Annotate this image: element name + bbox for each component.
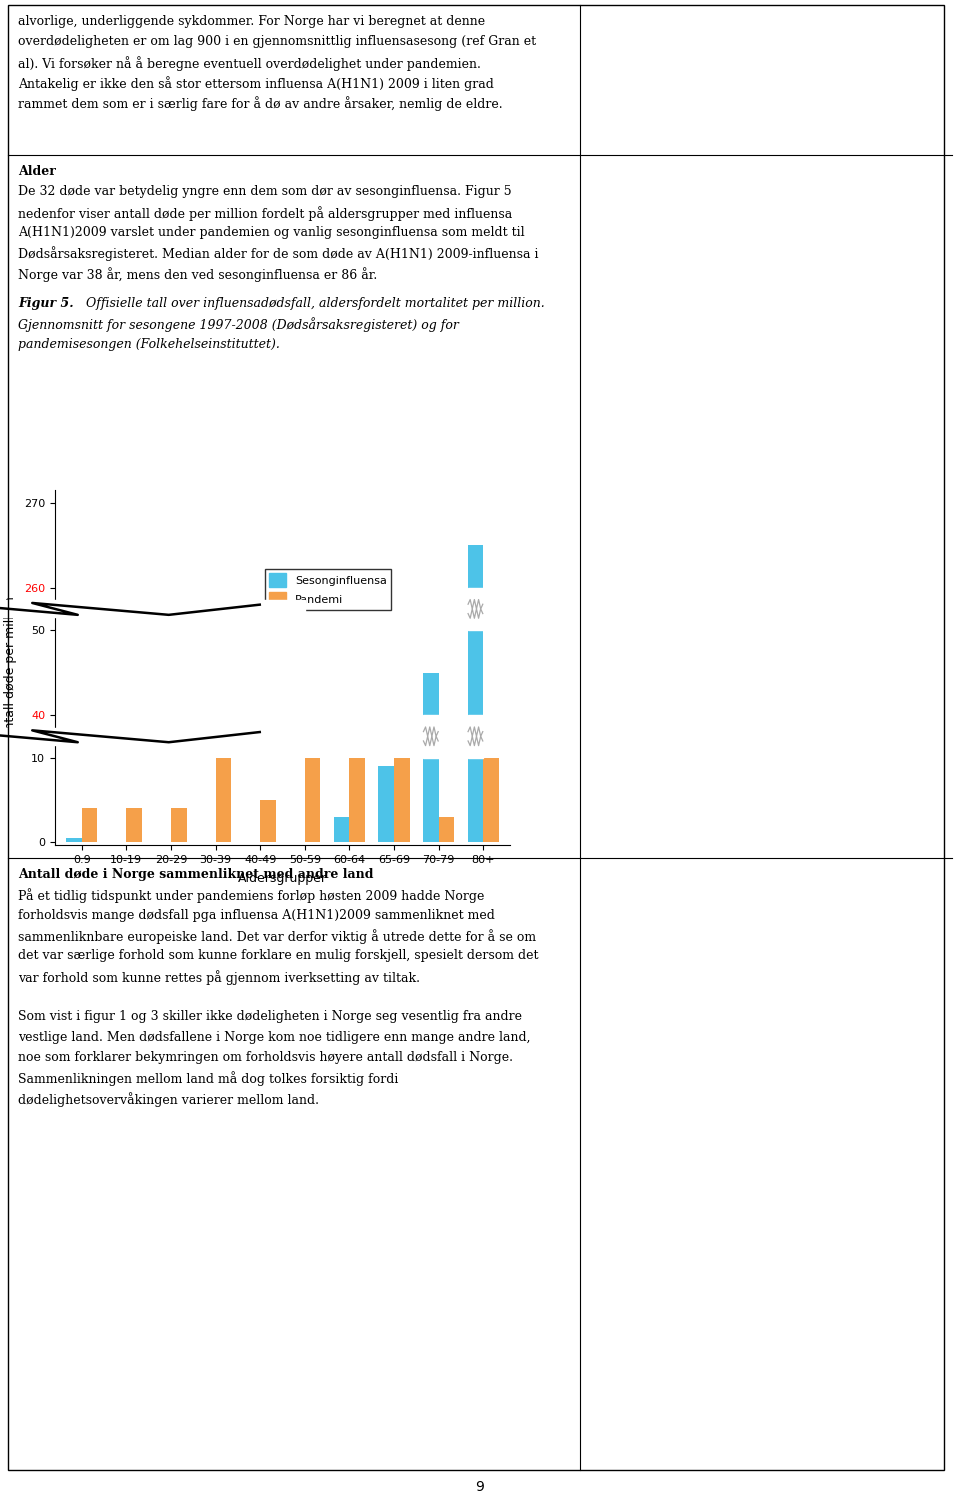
Text: A(H1N1)2009 varslet under pandemien og vanlig sesonginfluensa som meldt til: A(H1N1)2009 varslet under pandemien og v… <box>18 226 524 240</box>
Text: Offisielle tall over influensadødsfall, aldersfordelt mortalitet per million.: Offisielle tall over influensadødsfall, … <box>82 297 544 310</box>
Bar <box>82 808 97 842</box>
Text: Alder: Alder <box>18 164 56 178</box>
Bar <box>260 800 276 842</box>
Text: noe som forklarer bekymringen om forholdsvis høyere antall dødsfall i Norge.: noe som forklarer bekymringen om forhold… <box>18 1050 513 1064</box>
Bar <box>423 714 439 758</box>
Text: På et tidlig tidspunkt under pandemiens forløp høsten 2009 hadde Norge: På et tidlig tidspunkt under pandemiens … <box>18 888 485 903</box>
Text: Som vist i figur 1 og 3 skiller ikke dødeligheten i Norge seg vesentlig fra andr: Som vist i figur 1 og 3 skiller ikke død… <box>18 1010 522 1023</box>
Text: rammet dem som er i særlig fare for å dø av andre årsaker, nemlig de eldre.: rammet dem som er i særlig fare for å dø… <box>18 96 503 112</box>
Bar <box>0 728 305 744</box>
Text: De 32 døde var betydelig yngre enn dem som dør av sesonginfluensa. Figur 5: De 32 døde var betydelig yngre enn dem s… <box>18 185 512 199</box>
Text: Norge var 38 år, mens den ved sesonginfluensa er 86 år.: Norge var 38 år, mens den ved sesonginfl… <box>18 267 377 282</box>
Text: nedenfor viser antall døde per million fordelt på aldersgrupper med influensa: nedenfor viser antall døde per million f… <box>18 205 513 220</box>
Bar <box>394 758 410 842</box>
Bar <box>216 758 231 842</box>
Text: pandemisesongen (Folkehelseinstituttet).: pandemisesongen (Folkehelseinstituttet). <box>18 338 280 351</box>
X-axis label: Aldersgrupper: Aldersgrupper <box>238 871 327 885</box>
Bar <box>439 817 454 842</box>
Text: var forhold som kunne rettes på gjennom iverksetting av tiltak.: var forhold som kunne rettes på gjennom … <box>18 969 420 984</box>
Bar <box>305 758 321 842</box>
Text: vestlige land. Men dødsfallene i Norge kom noe tidligere enn mange andre land,: vestlige land. Men dødsfallene i Norge k… <box>18 1031 531 1044</box>
Text: Figur 5.: Figur 5. <box>18 297 74 310</box>
Legend: Sesonginfluensa, Pandemi: Sesonginfluensa, Pandemi <box>265 568 391 610</box>
Bar <box>171 808 186 842</box>
Text: det var særlige forhold som kunne forklare en mulig forskjell, spesielt dersom d: det var særlige forhold som kunne forkla… <box>18 949 539 963</box>
Text: overdødeligheten er om lag 900 i en gjennomsnittlig influensasesong (ref Gran et: overdødeligheten er om lag 900 i en gjen… <box>18 35 536 48</box>
Text: alvorlige, underliggende sykdommer. For Norge har vi beregnet at denne: alvorlige, underliggende sykdommer. For … <box>18 15 485 29</box>
Bar <box>0 600 305 618</box>
Text: al). Vi forsøker nå å beregne eventuell overdødelighet under pandemien.: al). Vi forsøker nå å beregne eventuell … <box>18 56 481 71</box>
Bar <box>127 808 142 842</box>
Bar <box>349 758 365 842</box>
Bar <box>468 714 483 758</box>
Text: 9: 9 <box>475 1480 485 1493</box>
Bar <box>468 546 483 842</box>
Text: forholdsvis mange dødsfall pga influensa A(H1N1)2009 sammenliknet med: forholdsvis mange dødsfall pga influensa… <box>18 909 494 922</box>
Text: Gjennomsnitt for sesongene 1997-2008 (Dødsårsaksregisteret) og for: Gjennomsnitt for sesongene 1997-2008 (Dø… <box>18 318 459 333</box>
Y-axis label: Antall døde per million: Antall døde per million <box>4 597 17 738</box>
Bar <box>378 766 394 842</box>
Text: Dødsårsaksregisteret. Median alder for de som døde av A(H1N1) 2009-influensa i: Dødsårsaksregisteret. Median alder for d… <box>18 246 539 261</box>
Bar <box>423 672 439 842</box>
Text: Antall døde i Norge sammenliknet med andre land: Antall døde i Norge sammenliknet med and… <box>18 868 373 882</box>
Text: dødelighetsovervåkingen varierer mellom land.: dødelighetsovervåkingen varierer mellom … <box>18 1091 319 1106</box>
Text: sammenliknbare europeiske land. Det var derfor viktig å utrede dette for å se om: sammenliknbare europeiske land. Det var … <box>18 928 536 943</box>
Bar <box>66 838 82 842</box>
Bar <box>483 758 499 842</box>
Text: Sammenlikningen mellom land må dog tolkes forsiktig fordi: Sammenlikningen mellom land må dog tolke… <box>18 1071 398 1087</box>
Bar <box>468 588 483 630</box>
Bar <box>334 817 349 842</box>
Text: Antakelig er ikke den så stor ettersom influensa A(H1N1) 2009 i liten grad: Antakelig er ikke den så stor ettersom i… <box>18 75 493 90</box>
